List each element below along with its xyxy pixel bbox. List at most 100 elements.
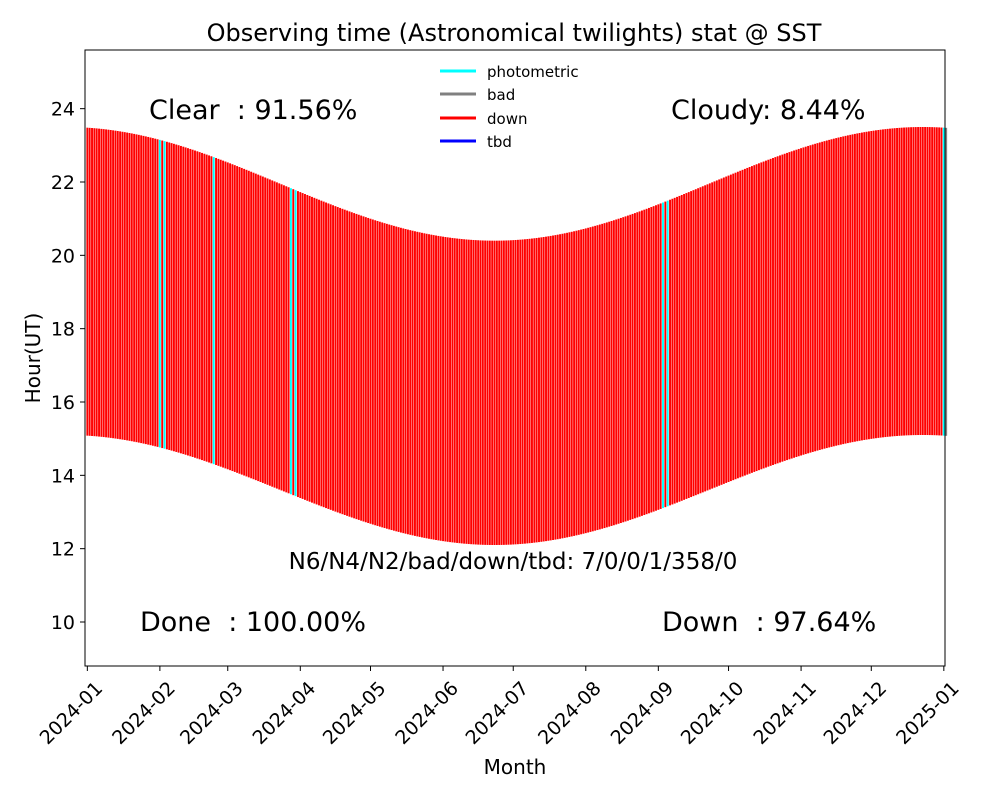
bar-down <box>210 156 213 464</box>
bar-down <box>605 222 608 528</box>
bar-down <box>350 212 353 518</box>
bar-down <box>320 200 323 507</box>
bar-down <box>652 206 655 512</box>
bar-group <box>86 127 948 546</box>
x-tick-label: 2024-10 <box>677 677 749 749</box>
bar-down <box>825 140 828 449</box>
bar-down <box>587 227 590 533</box>
x-axis-label: Month <box>484 755 547 779</box>
bar-down <box>369 218 372 524</box>
bar-down <box>891 128 894 437</box>
bar-down <box>643 209 646 516</box>
bar-down <box>121 131 124 440</box>
x-tick-label: 2024-04 <box>249 677 321 749</box>
bar-down <box>105 129 108 438</box>
bar-down <box>245 169 248 477</box>
bar-down <box>732 173 735 481</box>
bar-down <box>140 135 143 444</box>
bar-down <box>325 202 327 509</box>
bar-down <box>872 130 875 439</box>
bar-down <box>715 180 718 487</box>
y-axis: 10 12 14 16 18 20 22 24 <box>51 99 85 634</box>
bar-down <box>547 236 550 541</box>
bar-down <box>633 213 636 519</box>
bar-down <box>219 159 222 467</box>
bar-down <box>484 240 487 545</box>
bar-down <box>519 239 522 545</box>
bar-down <box>856 133 859 442</box>
bar-down <box>449 237 452 543</box>
bar-down <box>119 131 122 440</box>
bar-down <box>722 177 725 484</box>
bar-down <box>800 148 803 456</box>
bar-down <box>201 152 203 461</box>
bar-down <box>491 240 494 545</box>
bar-down <box>598 224 601 530</box>
bar-photometric <box>212 157 215 465</box>
bar-down <box>559 234 562 539</box>
bar-down <box>95 128 98 437</box>
y-tick-label: 14 <box>51 465 75 487</box>
bar-down <box>502 240 505 545</box>
bar-down <box>250 171 253 479</box>
bar-down <box>282 185 285 492</box>
bar-down <box>767 159 770 467</box>
bar-down <box>657 204 660 510</box>
bar-down <box>669 199 671 506</box>
bar-down <box>704 185 707 492</box>
bar-down <box>697 188 700 495</box>
bar-down <box>758 163 760 471</box>
bar-down <box>109 130 112 438</box>
bar-down <box>790 151 793 459</box>
bar-down <box>741 169 744 477</box>
bar-down <box>629 214 632 520</box>
bar-down <box>395 226 398 532</box>
bar-down <box>102 129 105 438</box>
bar-down <box>886 128 889 437</box>
bar-down <box>807 145 810 454</box>
bar-photometric <box>289 188 292 495</box>
bar-down <box>334 206 337 512</box>
bar-down <box>814 143 817 452</box>
bar-down <box>631 213 634 520</box>
bar-down <box>435 235 437 541</box>
bar-down <box>240 167 243 475</box>
bar-down <box>514 239 517 545</box>
bar-down <box>512 240 515 545</box>
bar-down <box>645 208 648 515</box>
bar-down <box>308 195 311 502</box>
cloudy-annotation: Cloudy: 8.44% <box>671 95 866 126</box>
bar-down <box>706 184 709 491</box>
bar-down <box>900 127 903 436</box>
chart-title: Observing time (Astronomical twilights) … <box>207 19 822 47</box>
bar-down <box>378 221 381 527</box>
bar-down <box>889 128 891 437</box>
bar-down <box>617 218 620 524</box>
bar-down <box>322 201 325 508</box>
bar-down <box>404 229 407 534</box>
bar-down <box>88 127 91 436</box>
bar-down <box>261 176 264 483</box>
bar-down <box>191 149 194 457</box>
bar-down <box>495 240 498 545</box>
bar-down <box>477 240 480 545</box>
bar-down <box>252 172 255 480</box>
bar-down <box>133 133 136 442</box>
bar-down <box>912 127 915 436</box>
bar-down <box>266 178 269 485</box>
bar-down <box>577 230 580 535</box>
bar-down <box>743 168 746 476</box>
bar-down <box>690 191 693 498</box>
bar-down <box>425 233 428 539</box>
bar-down <box>479 240 482 545</box>
bar-down <box>797 148 800 457</box>
bar-down <box>243 168 246 476</box>
bar-photometric <box>158 139 161 448</box>
bar-down <box>938 127 941 436</box>
bar-down <box>765 160 767 468</box>
bar-down <box>561 233 564 539</box>
bar-down <box>687 192 690 498</box>
bar-down <box>699 187 702 494</box>
bar-down <box>608 221 611 527</box>
bar-down <box>137 134 140 443</box>
